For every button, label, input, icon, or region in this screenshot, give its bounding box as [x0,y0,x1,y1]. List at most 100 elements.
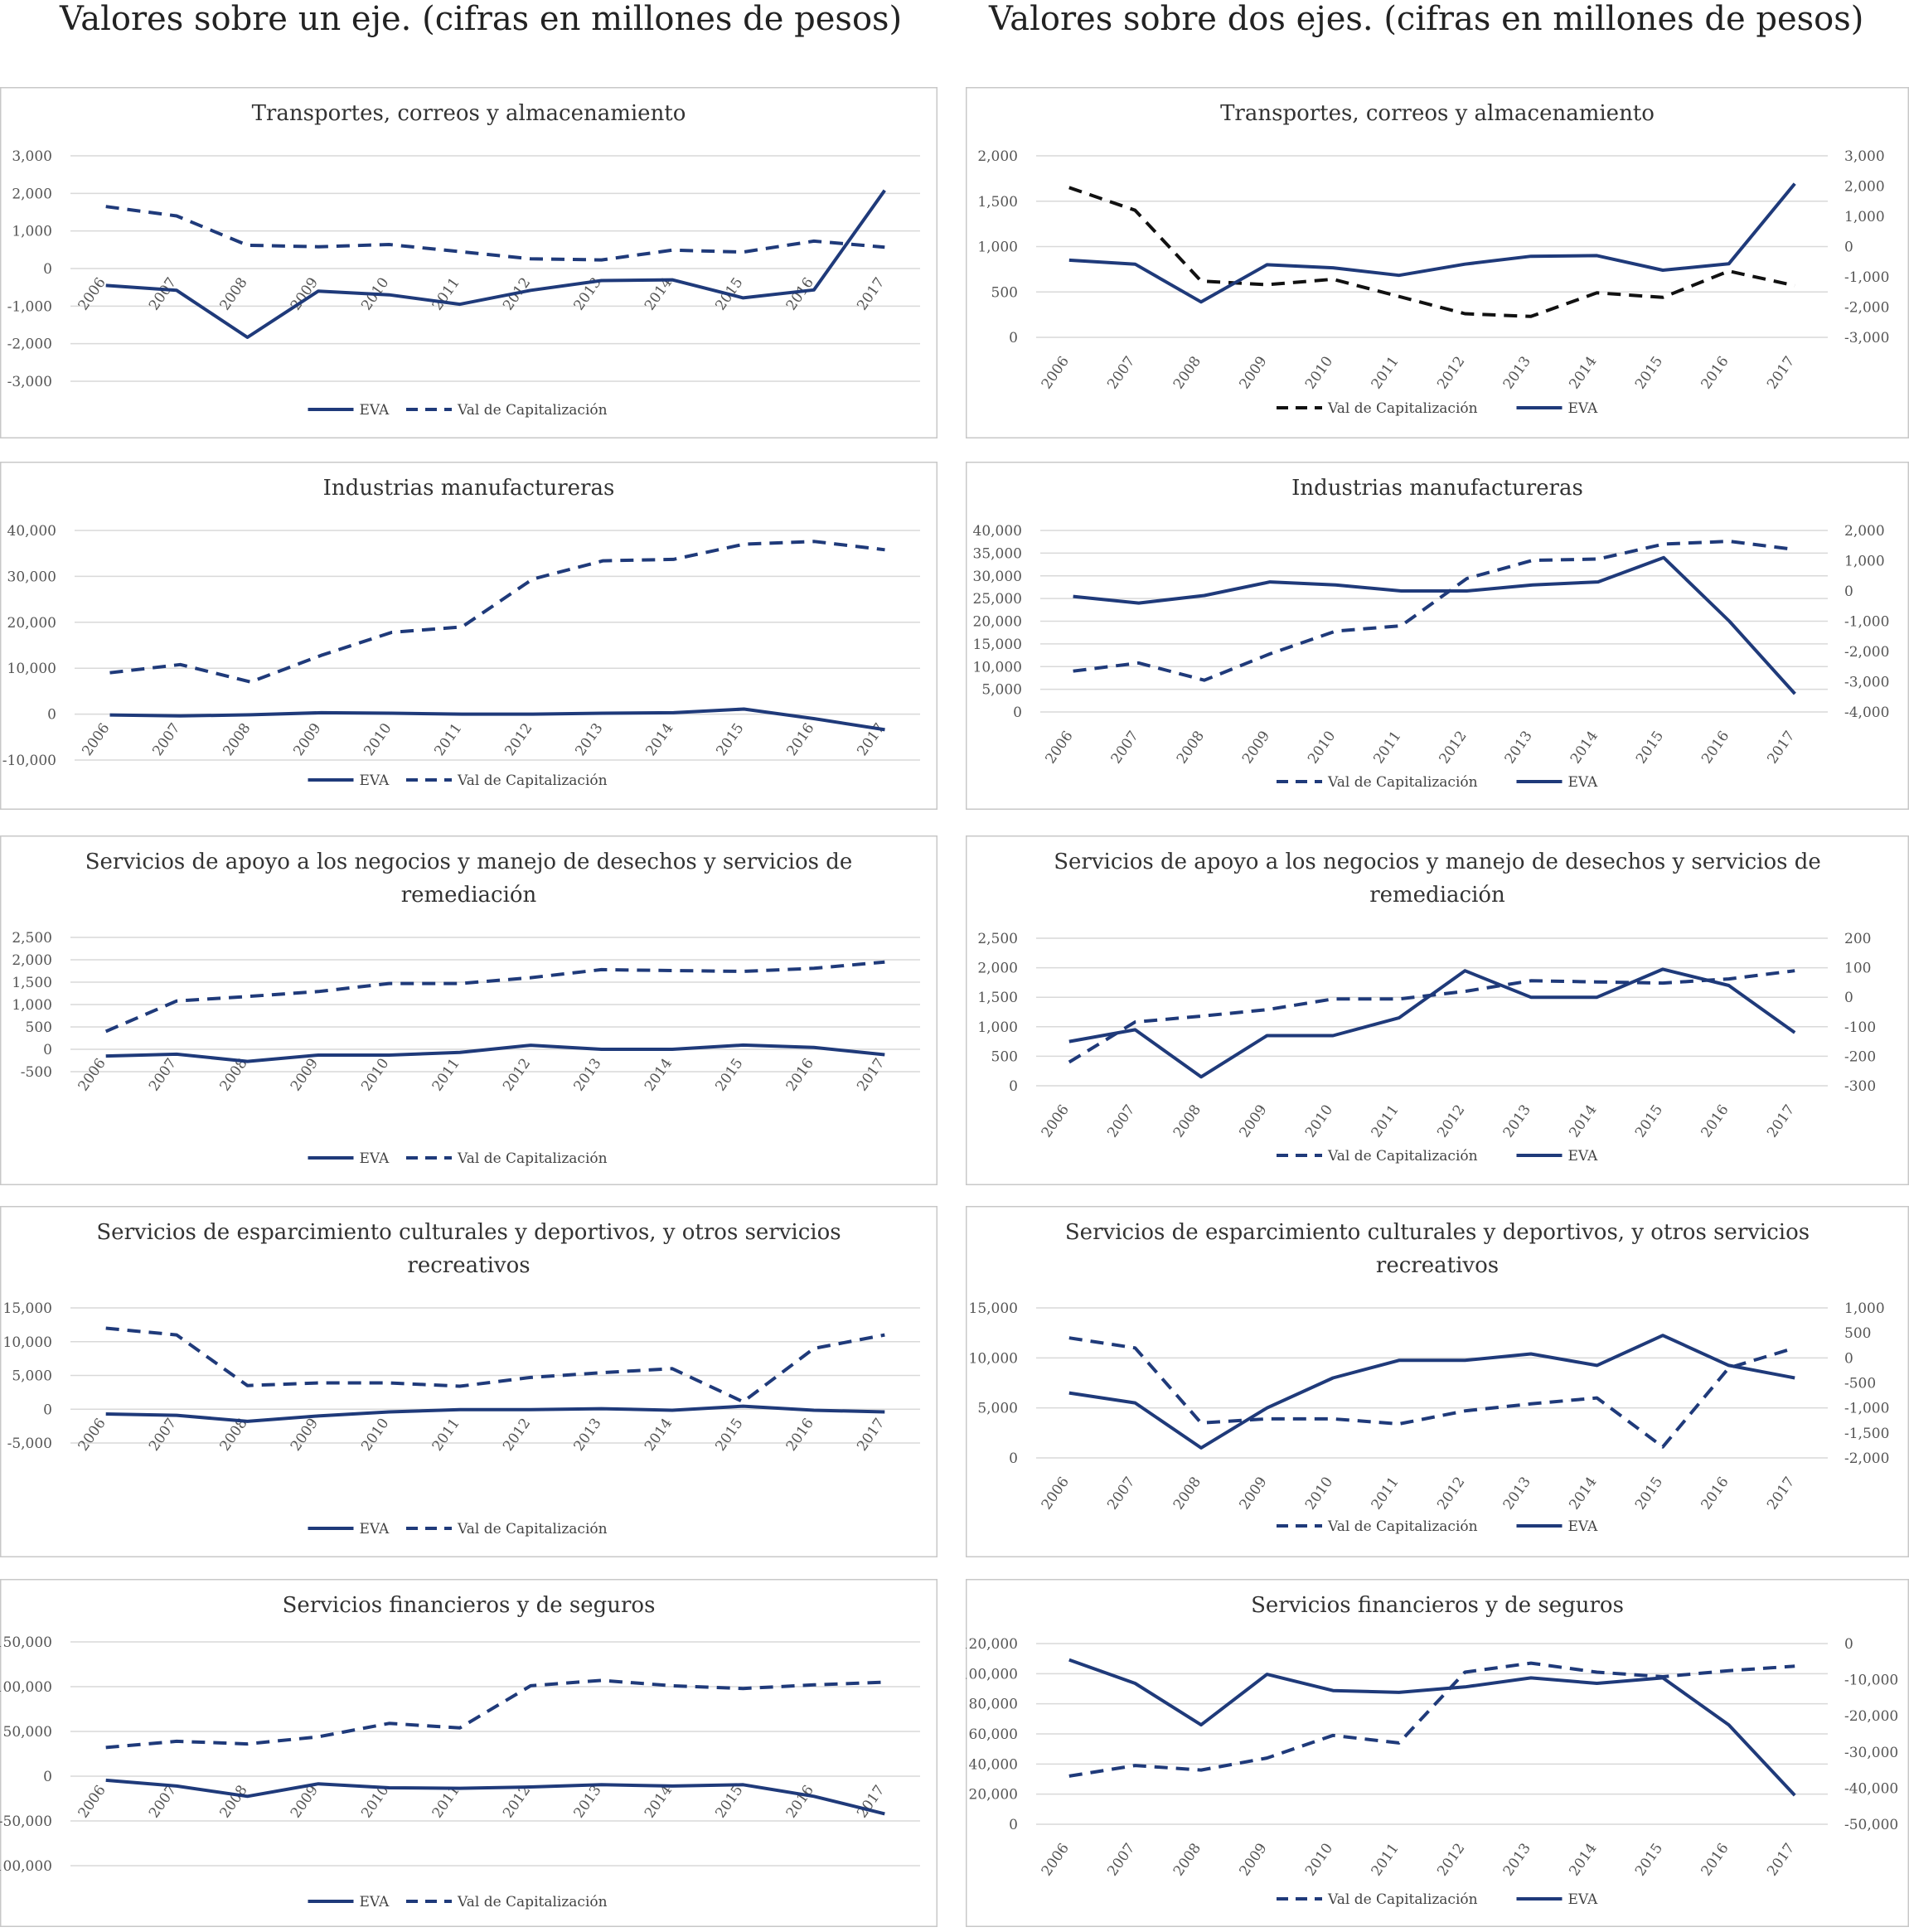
y-tick-label: -5,000 [7,1436,52,1452]
chart-title: remediación [1369,883,1505,908]
series-line-val-de-capitalizaci-n [105,1678,885,1750]
chart-panel-7: Servicios de esparcimiento culturales y … [0,1206,938,1557]
chart-frame [966,1206,1909,1557]
legend-label: Val de Capitalización [457,1894,608,1910]
y2-tick-label: -2,000 [1844,1450,1889,1467]
series-line-val-de-capitalizaci-n [105,205,885,262]
y-tick-label: -50,000 [0,1813,52,1830]
legend-label: Val de Capitalización [457,402,608,419]
y-tick-label: 15,000 [969,1300,1018,1317]
y2-tick-label: 1,000 [1844,554,1885,570]
chart-title: Servicios financieros y de seguros [1251,1593,1624,1618]
legend-label: EVA [1568,774,1599,791]
series-line-eva [1068,182,1796,304]
legend-label: EVA [1568,400,1599,417]
y-tick-label: 500 [991,284,1018,301]
y-tick-label: -2,000 [7,337,52,353]
y-tick-label: 20,000 [7,615,56,632]
chart-panel-1: Transportes, correos y almacenamiento 3,0… [0,87,938,438]
y-tick-label: 1,500 [12,975,52,991]
y-tick-label: -500 [21,1064,52,1081]
y-tick-label: 2,500 [12,930,52,947]
y2-tick-label: 100 [1844,961,1871,977]
series-line-eva [109,707,885,732]
series-line-eva [105,1404,885,1423]
chart-panel-3: Industrias manufactureras 40,000 30,000 20,… [0,462,938,810]
chart-panel-10: Servicios financieros y de seguros 120,00… [966,1579,1909,1927]
chart-title: recreativos [407,1253,530,1278]
y-tick-label: 150,000 [0,1634,52,1651]
chart-panel-2: Transportes, correos y almacenamiento 2,0… [966,87,1909,438]
legend-label: Val de Capitalización [457,772,608,789]
y2-tick-label: -2,000 [1844,300,1889,317]
y-tick-label: -100,000 [0,1858,52,1875]
y-tick-label: 120,000 [966,1636,1018,1653]
legend-label: EVA [360,1521,390,1537]
y-tick-label: 80,000 [969,1697,1018,1713]
y-tick-label: -3,000 [7,374,52,390]
y2-tick-label: -10,000 [1844,1673,1898,1689]
y-tick-label: -1,000 [7,298,52,315]
y-tick-label: 100,000 [0,1679,52,1696]
y2-tick-label: -1,000 [1844,269,1889,286]
y-tick-label: 5,000 [981,682,1022,699]
y2-tick-label: -30,000 [1844,1745,1898,1761]
y-tick-label: 20,000 [969,1787,1018,1804]
y-tick-label: 25,000 [973,591,1022,608]
y2-tick-label: 2,000 [1844,523,1885,540]
y2-tick-label: -4,000 [1844,705,1889,721]
y2-tick-label: -200 [1844,1048,1876,1065]
chart-frame [966,835,1909,1185]
series-line-eva [105,1043,885,1063]
chart-title: Industrias manufactureras [1291,476,1583,501]
legend-label: EVA [360,1150,390,1167]
y-tick-label: 30,000 [973,569,1022,585]
y-tick-label: 10,000 [973,659,1022,675]
chart-panel-5: Servicios de apoyo a los negocios y mane… [0,835,938,1185]
legend-label: Val de Capitalización [1327,1518,1478,1535]
y-tick-label: 10,000 [7,661,56,677]
y2-tick-label: 1,000 [1844,1300,1885,1317]
series-line-val-de-capitalizaci-n [1068,1336,1795,1449]
y-tick-label: 0 [1009,1817,1018,1833]
y-tick-label: 500 [991,1048,1018,1065]
y-tick-label: 0 [1009,1450,1018,1467]
chart-title: Servicios de apoyo a los negocios y mane… [1054,850,1821,874]
y-tick-label: 40,000 [973,523,1022,540]
chart-frame [0,462,938,810]
chart-title: Servicios financieros y de seguros [283,1593,656,1618]
chart-title: Servicios de esparcimiento culturales y … [1065,1220,1810,1245]
y2-tick-label: 3,000 [1844,148,1885,165]
y-tick-label: 2,000 [977,148,1018,165]
y-tick-label: 2,000 [12,952,52,969]
y-tick-label: 40,000 [7,523,56,540]
series-line-val-de-capitalizaci-n [105,1326,885,1404]
legend-label: Val de Capitalización [1327,1891,1478,1908]
chart-frame [966,1579,1909,1927]
series-line-eva [105,189,886,339]
y-tick-label: 40,000 [969,1756,1018,1773]
y-tick-label: 2,500 [977,931,1018,947]
y-tick-label: 2,000 [12,186,52,202]
y2-tick-label: -1,000 [1844,1401,1889,1417]
heading-dual-axis: Valores sobre dos ejes. (cifras en millo… [989,0,1864,38]
y2-tick-label: 0 [1844,1350,1853,1367]
y-tick-label: 100,000 [966,1666,1018,1683]
y-tick-label: 5,000 [12,1368,52,1385]
legend-label: EVA [1568,1148,1599,1165]
chart-frame [0,1579,938,1927]
legend-label: Val de Capitalización [1327,1148,1478,1165]
y-tick-label: 20,000 [973,614,1022,631]
chart-panel-9: Servicios financieros y de seguros 150,00… [0,1579,938,1927]
chart-panel-4: Industrias manufactureras 40,000 35,000 30,… [966,462,1909,810]
y2-tick-label: -100 [1844,1019,1876,1036]
y2-tick-label: 2,000 [1844,179,1885,196]
y2-tick-label: -50,000 [1844,1817,1898,1833]
series-line-eva [1068,1658,1796,1797]
y2-tick-label: -2,000 [1844,644,1889,661]
y-tick-label: 0 [1009,330,1018,346]
y-tick-label: 0 [43,1042,52,1058]
y-tick-label: 10,000 [3,1334,52,1351]
chart-title: Transportes, correos y almacenamiento [252,101,686,126]
y-tick-label: 30,000 [7,569,56,585]
